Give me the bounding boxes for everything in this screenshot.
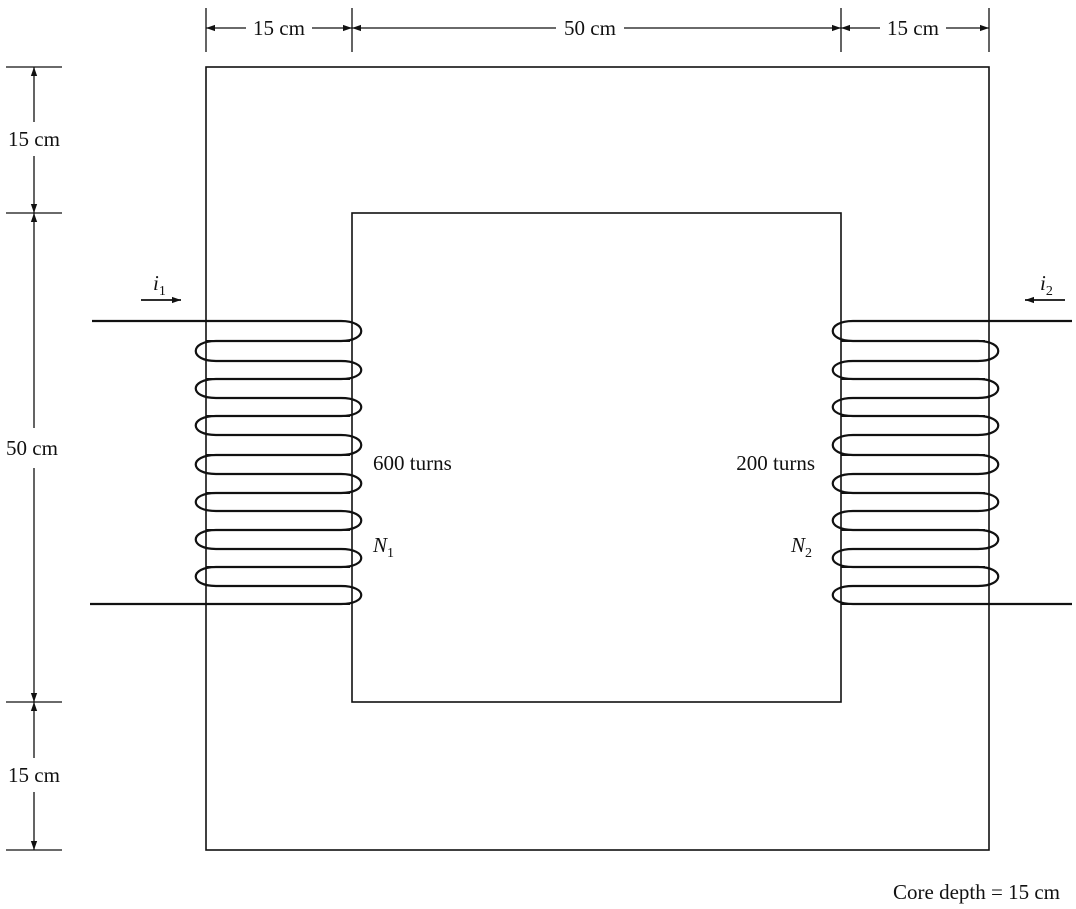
winding-2-label: N2 [790,533,812,561]
coil-2-front-turns [831,319,1000,606]
coil-1-front-turns [194,319,363,606]
coil-2-winding [831,319,1072,606]
dim-top-left-leg: 15 cm [253,16,305,40]
winding-1-label: N1 [372,533,394,561]
dim-left-bottom-yoke: 15 cm [8,763,60,787]
coil-2-turns-label: 200 turns [736,451,815,475]
dim-top-right-leg: 15 cm [887,16,939,40]
coil-1-winding [90,319,363,606]
coil-1-turns-label: 600 turns [373,451,452,475]
left-dimension [6,66,62,851]
current-1-label: i1 [153,271,166,299]
dim-top-window: 50 cm [564,16,616,40]
dim-left-top-yoke: 15 cm [8,127,60,151]
core-window-outline [351,212,842,703]
dim-left-window: 50 cm [6,436,58,460]
current-2-label: i2 [1040,271,1053,299]
coil-2-hidden-turns [841,340,989,605]
top-dimension [205,8,990,52]
core-depth-note: Core depth = 15 cm [893,880,1060,904]
coil-1-hidden-turns [206,340,352,605]
core-outer-outline [205,66,990,851]
